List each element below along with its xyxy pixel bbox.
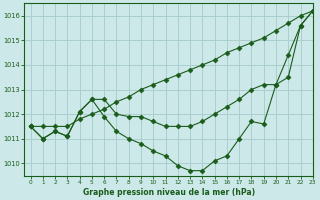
X-axis label: Graphe pression niveau de la mer (hPa): Graphe pression niveau de la mer (hPa) bbox=[83, 188, 255, 197]
